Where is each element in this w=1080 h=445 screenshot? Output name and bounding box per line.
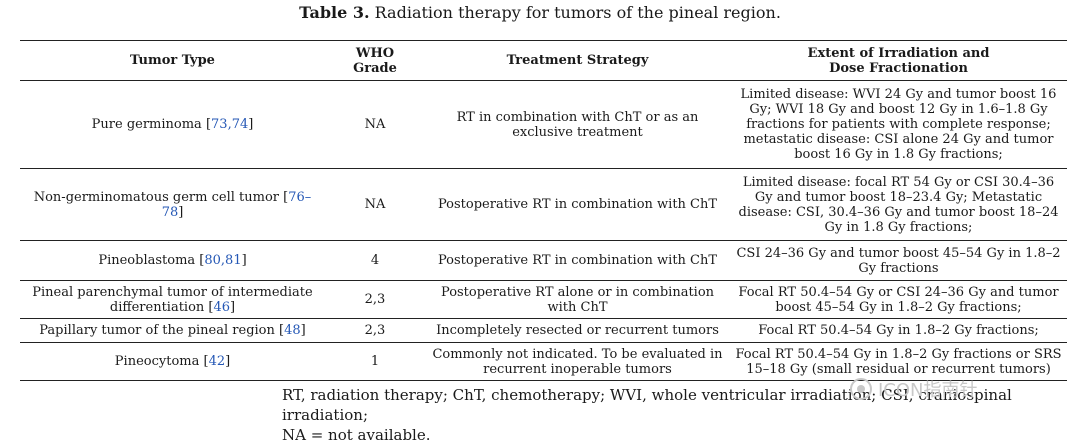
extent-cell: Limited disease: WVI 24 Gy and tumor boo… xyxy=(740,87,1057,162)
header-extent-line2: Dose Fractionation xyxy=(829,60,968,76)
extent-cell: CSI 24–36 Gy and tumor boost 45–54 Gy in… xyxy=(736,245,1061,276)
reference-link[interactable]: 80,81 xyxy=(204,253,242,268)
table-row: Pineocytoma [42] 1 Commonly not indicate… xyxy=(20,343,1067,381)
header-extent-dose: Extent of Irradiation and Dose Fractiona… xyxy=(730,41,1067,81)
radiation-table-container: Tumor Type WHO Grade Treatment Strategy … xyxy=(20,40,1067,381)
table-row: Pure germinoma [73,74] NA RT in combinat… xyxy=(20,81,1067,169)
strategy-cell: RT in combination with ChT or as an excl… xyxy=(456,109,699,140)
strategy-cell: Postoperative RT in combination with ChT xyxy=(437,197,718,212)
tumor-type-cell: Pineal parenchymal tumor of intermediate… xyxy=(32,284,313,315)
table-row: Pineal parenchymal tumor of intermediate… xyxy=(20,281,1067,319)
tumor-type-cell: Papillary tumor of the pineal region [48… xyxy=(39,323,306,338)
reference-link[interactable]: 73,74 xyxy=(211,117,249,132)
header-extent-line1: Extent of Irradiation and xyxy=(807,45,990,61)
strategy-cell: Postoperative RT in combination with ChT xyxy=(437,253,718,268)
tumor-name: Non-germinomatous germ cell tumor xyxy=(33,189,279,205)
tumor-name: Pineal parenchymal tumor of intermediate… xyxy=(32,284,313,315)
table-caption: Table 3. Radiation therapy for tumors of… xyxy=(0,3,1080,22)
extent-cell: Limited disease: focal RT 54 Gy or CSI 3… xyxy=(738,174,1059,235)
table-row: Papillary tumor of the pineal region [48… xyxy=(20,319,1067,343)
reference-link[interactable]: 76–78 xyxy=(161,189,312,220)
radiation-therapy-table: Tumor Type WHO Grade Treatment Strategy … xyxy=(20,40,1067,381)
footnote-line-1: RT, radiation therapy; ChT, chemotherapy… xyxy=(282,386,1012,424)
tumor-type-cell: Pure germinoma [73,74] xyxy=(91,117,254,132)
footnote-line-2: NA = not available. xyxy=(282,426,431,444)
reference-link[interactable]: 42 xyxy=(208,354,226,369)
tumor-type-cell: Pineoblastoma [80,81] xyxy=(98,253,247,268)
grade-cell: NA xyxy=(364,117,386,132)
header-treatment-strategy: Treatment Strategy xyxy=(506,53,649,68)
table-row: Pineoblastoma [80,81] 4 Postoperative RT… xyxy=(20,241,1067,281)
extent-cell: Focal RT 50.4–54 Gy in 1.8–2 Gy fraction… xyxy=(735,346,1062,377)
tumor-name: Pineocytoma xyxy=(114,354,200,369)
strategy-cell: Incompletely resected or recurrent tumor… xyxy=(436,323,719,338)
tumor-name: Papillary tumor of the pineal region xyxy=(39,323,275,338)
reference-link[interactable]: 48 xyxy=(284,323,301,338)
grade-cell: 4 xyxy=(370,253,380,268)
grade-cell: NA xyxy=(364,197,386,212)
tumor-type-cell: Pineocytoma [42] xyxy=(114,354,231,369)
header-who-grade: WHO Grade xyxy=(325,41,425,81)
tumor-name: Pineoblastoma xyxy=(98,253,196,268)
strategy-cell: Commonly not indicated. To be evaluated … xyxy=(432,346,723,377)
header-who-grade-line2: Grade xyxy=(353,60,397,76)
tumor-name: Pure germinoma xyxy=(91,117,202,132)
grade-cell: 1 xyxy=(370,354,380,369)
extent-cell: Focal RT 50.4–54 Gy or CSI 24–36 Gy and … xyxy=(738,284,1059,315)
table-header-row: Tumor Type WHO Grade Treatment Strategy … xyxy=(20,40,1067,81)
strategy-cell: Postoperative RT alone or in combination… xyxy=(440,284,715,315)
header-tumor-type: Tumor Type xyxy=(130,53,215,68)
table-row: Non-germinomatous germ cell tumor [76–78… xyxy=(20,169,1067,241)
tumor-type-cell: Non-germinomatous germ cell tumor [76–78… xyxy=(33,189,312,220)
header-who-grade-line1: WHO xyxy=(355,45,395,61)
caption-label: Table 3. xyxy=(299,3,370,22)
grade-cell: 2,3 xyxy=(364,292,386,307)
reference-link[interactable]: 46 xyxy=(213,299,231,315)
grade-cell: 2,3 xyxy=(364,323,386,338)
table-footnote: RT, radiation therapy; ChT, chemotherapy… xyxy=(282,385,1072,445)
extent-cell: Focal RT 50.4–54 Gy in 1.8–2 Gy fraction… xyxy=(758,323,1039,338)
caption-text: Radiation therapy for tumors of the pine… xyxy=(374,3,781,22)
